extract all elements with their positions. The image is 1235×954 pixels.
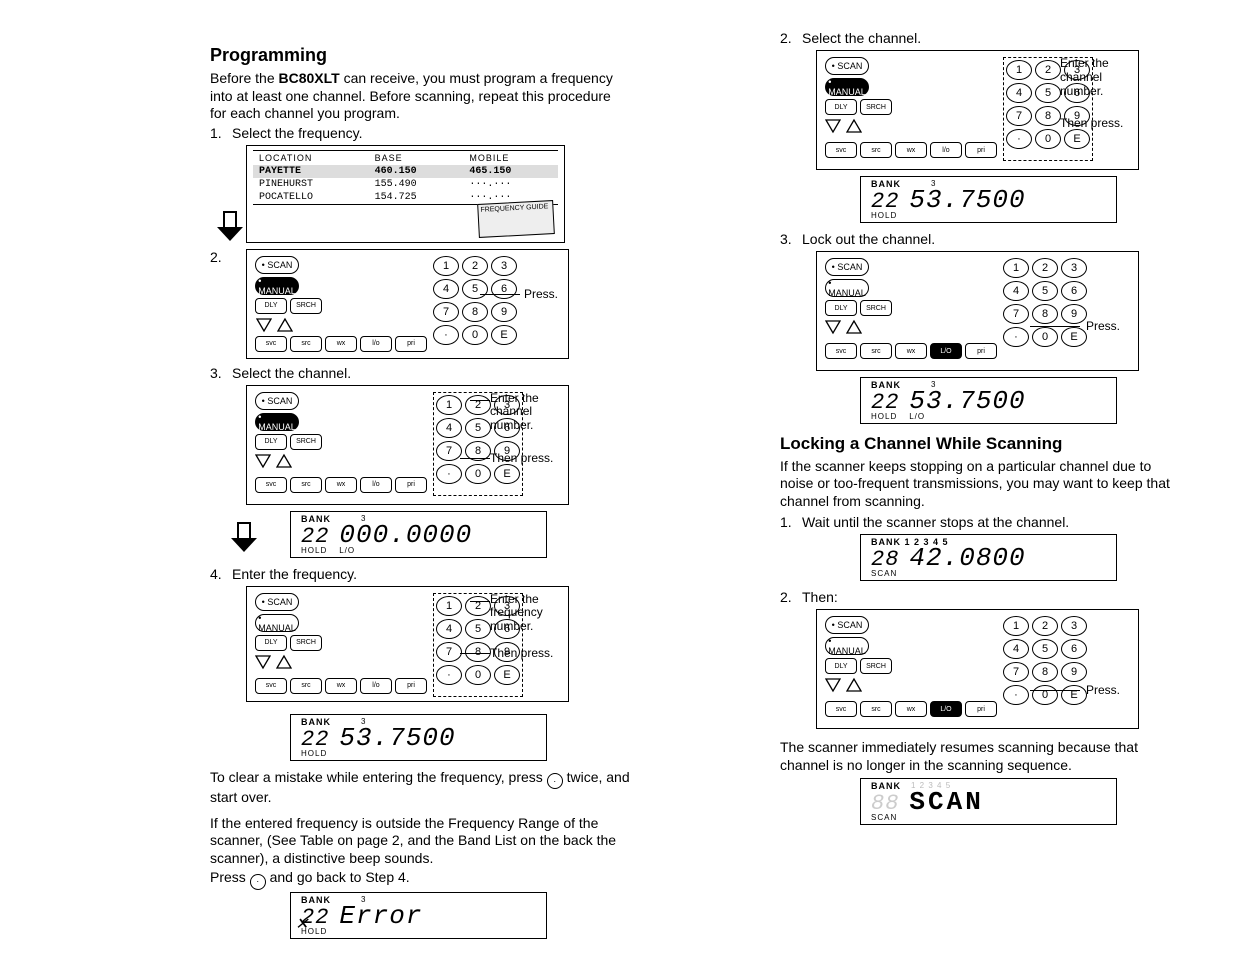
- fig-keypad-2: • SCAN • MANUAL DLYSRCH svcsrcwxl/opri 1…: [246, 249, 569, 359]
- r-step2: Select the channel.: [802, 30, 921, 46]
- clear-text: To clear a mistake while entering the fr…: [210, 769, 630, 807]
- step-number: 1.: [210, 125, 226, 141]
- fig-b2: • SCAN • MANUAL DLYSRCH svcsrcwxL/Opri 1…: [816, 609, 1139, 729]
- lcd-step4: BANK3 2253.7500 HOLD: [290, 714, 547, 761]
- lcd-error: BANK3 22✕Error HOLD: [290, 892, 547, 939]
- heading-locking: Locking a Channel While Scanning: [780, 434, 1180, 454]
- left-column: Programming Before the BC80XLT can recei…: [210, 45, 630, 947]
- lcd-b2: BANK 1 2 3 4 5 88SCAN SCAN: [860, 778, 1117, 825]
- resume-para: The scanner immediately resumes scanning…: [780, 739, 1180, 774]
- lcd-r2: BANK3 2253.7500 HOLD: [860, 176, 1117, 223]
- frequency-table: LOCATIONBASEMOBILE PAYETTE460.150465.150…: [253, 150, 558, 205]
- table-row: PINEHURST155.490···.···: [253, 178, 558, 191]
- press-back: Press · and go back to Step 4.: [210, 869, 630, 890]
- table-row: PAYETTE460.150465.150: [253, 165, 558, 178]
- keypad-numbers: 123 456 789 ·0E: [433, 256, 517, 355]
- flow-arrow-icon: [217, 211, 239, 241]
- heading-programming: Programming: [210, 45, 630, 66]
- fig-freq-table: LOCATIONBASEMOBILE PAYETTE460.150465.150…: [246, 145, 565, 243]
- locking-para: If the scanner keeps stopping on a parti…: [780, 458, 1180, 511]
- step3-text: Select the channel.: [232, 365, 351, 381]
- step1-text: Select the frequency.: [232, 125, 362, 141]
- lcd-b1: BANK 1 2 3 4 5 2842.0800 SCAN: [860, 534, 1117, 581]
- annot-press: Press.: [524, 288, 558, 302]
- fig-r2: • SCAN • MANUAL DLYSRCH svcsrcwxl/opri 1…: [816, 50, 1139, 170]
- step4-text: Enter the frequency.: [232, 566, 357, 582]
- flow-arrow-icon: [231, 522, 253, 552]
- keypad-left: • SCAN • MANUAL DLYSRCH svcsrcwxl/opri: [255, 256, 427, 355]
- right-column: 2.Select the channel. • SCAN • MANUAL DL…: [780, 30, 1180, 833]
- r-step3: Lock out the channel.: [802, 231, 935, 247]
- fig-keypad-3: • SCAN • MANUAL DLYSRCH svcsrcwxl/opri 1…: [246, 385, 569, 505]
- fig-keypad-4: • SCAN • MANUAL DLYSRCH svcsrcwxl/opri 1…: [246, 586, 569, 702]
- lcd-step3: BANK3 22000.0000 HOLDL/O: [290, 511, 547, 558]
- guide-label: FREQUENCY GUIDE: [477, 200, 555, 238]
- step-number: 2.: [210, 249, 226, 265]
- fig-r3: • SCAN • MANUAL DLYSRCH svcsrcwxL/Opri 1…: [816, 251, 1139, 371]
- range-text: If the entered frequency is outside the …: [210, 815, 630, 868]
- intro-text: Before the BC80XLT can receive, you must…: [210, 70, 630, 123]
- lcd-r3: BANK3 2253.7500 HOLDL/O: [860, 377, 1117, 424]
